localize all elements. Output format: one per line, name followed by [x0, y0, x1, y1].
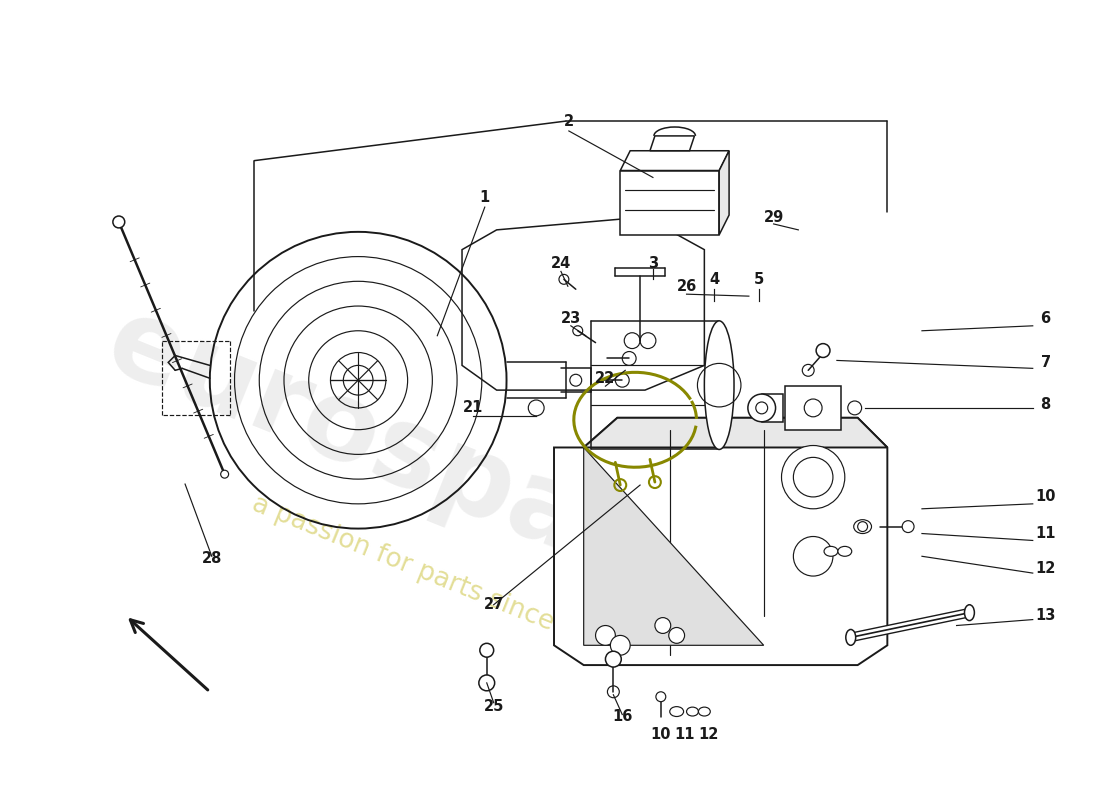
Polygon shape — [719, 150, 729, 235]
Text: 8: 8 — [1041, 398, 1050, 413]
Text: 4: 4 — [710, 272, 719, 287]
Text: 28: 28 — [201, 550, 222, 566]
Ellipse shape — [670, 706, 683, 717]
Circle shape — [478, 675, 495, 690]
Circle shape — [656, 692, 666, 702]
Text: 21: 21 — [463, 401, 483, 415]
Text: 27: 27 — [484, 598, 504, 612]
Ellipse shape — [854, 520, 871, 534]
Polygon shape — [584, 418, 888, 447]
Polygon shape — [785, 386, 840, 430]
Text: 24: 24 — [551, 256, 571, 271]
Polygon shape — [620, 170, 719, 235]
Polygon shape — [462, 217, 704, 390]
Ellipse shape — [686, 707, 698, 716]
Circle shape — [793, 537, 833, 576]
Text: 1: 1 — [480, 190, 490, 205]
Polygon shape — [620, 150, 729, 170]
Text: 2: 2 — [564, 114, 574, 129]
Text: 12: 12 — [698, 727, 718, 742]
Text: 7: 7 — [1041, 355, 1050, 370]
Text: a passion for parts since 1985: a passion for parts since 1985 — [248, 491, 627, 665]
Ellipse shape — [838, 546, 851, 556]
Ellipse shape — [965, 605, 975, 621]
Circle shape — [528, 400, 544, 416]
Text: 13: 13 — [1035, 608, 1056, 623]
Text: 23: 23 — [561, 311, 581, 326]
Circle shape — [669, 627, 684, 643]
Ellipse shape — [704, 321, 734, 450]
Text: 11: 11 — [674, 727, 695, 742]
Polygon shape — [554, 418, 888, 665]
Polygon shape — [584, 447, 763, 646]
Circle shape — [221, 470, 229, 478]
Ellipse shape — [698, 707, 711, 716]
Circle shape — [902, 521, 914, 533]
Circle shape — [480, 643, 494, 657]
Text: 22: 22 — [595, 370, 616, 386]
Text: eurospares: eurospares — [91, 288, 783, 650]
Text: 29: 29 — [763, 210, 783, 225]
Polygon shape — [650, 136, 694, 150]
Text: 26: 26 — [676, 278, 696, 294]
Text: 3: 3 — [648, 256, 658, 271]
Circle shape — [748, 394, 775, 422]
Ellipse shape — [846, 630, 856, 646]
Circle shape — [610, 635, 630, 655]
Text: 10: 10 — [1035, 490, 1056, 505]
Text: 16: 16 — [612, 709, 632, 724]
Circle shape — [595, 626, 615, 646]
Circle shape — [816, 344, 831, 358]
Circle shape — [804, 399, 822, 417]
Circle shape — [605, 651, 621, 667]
Circle shape — [781, 446, 845, 509]
Circle shape — [654, 618, 671, 634]
Text: 25: 25 — [484, 699, 504, 714]
Text: 12: 12 — [1035, 561, 1056, 576]
Circle shape — [113, 216, 124, 228]
Text: 5: 5 — [754, 272, 763, 287]
Ellipse shape — [824, 546, 838, 556]
Text: 6: 6 — [1041, 311, 1050, 326]
Text: 11: 11 — [1035, 526, 1056, 541]
Polygon shape — [761, 394, 783, 422]
Text: 10: 10 — [650, 727, 671, 742]
